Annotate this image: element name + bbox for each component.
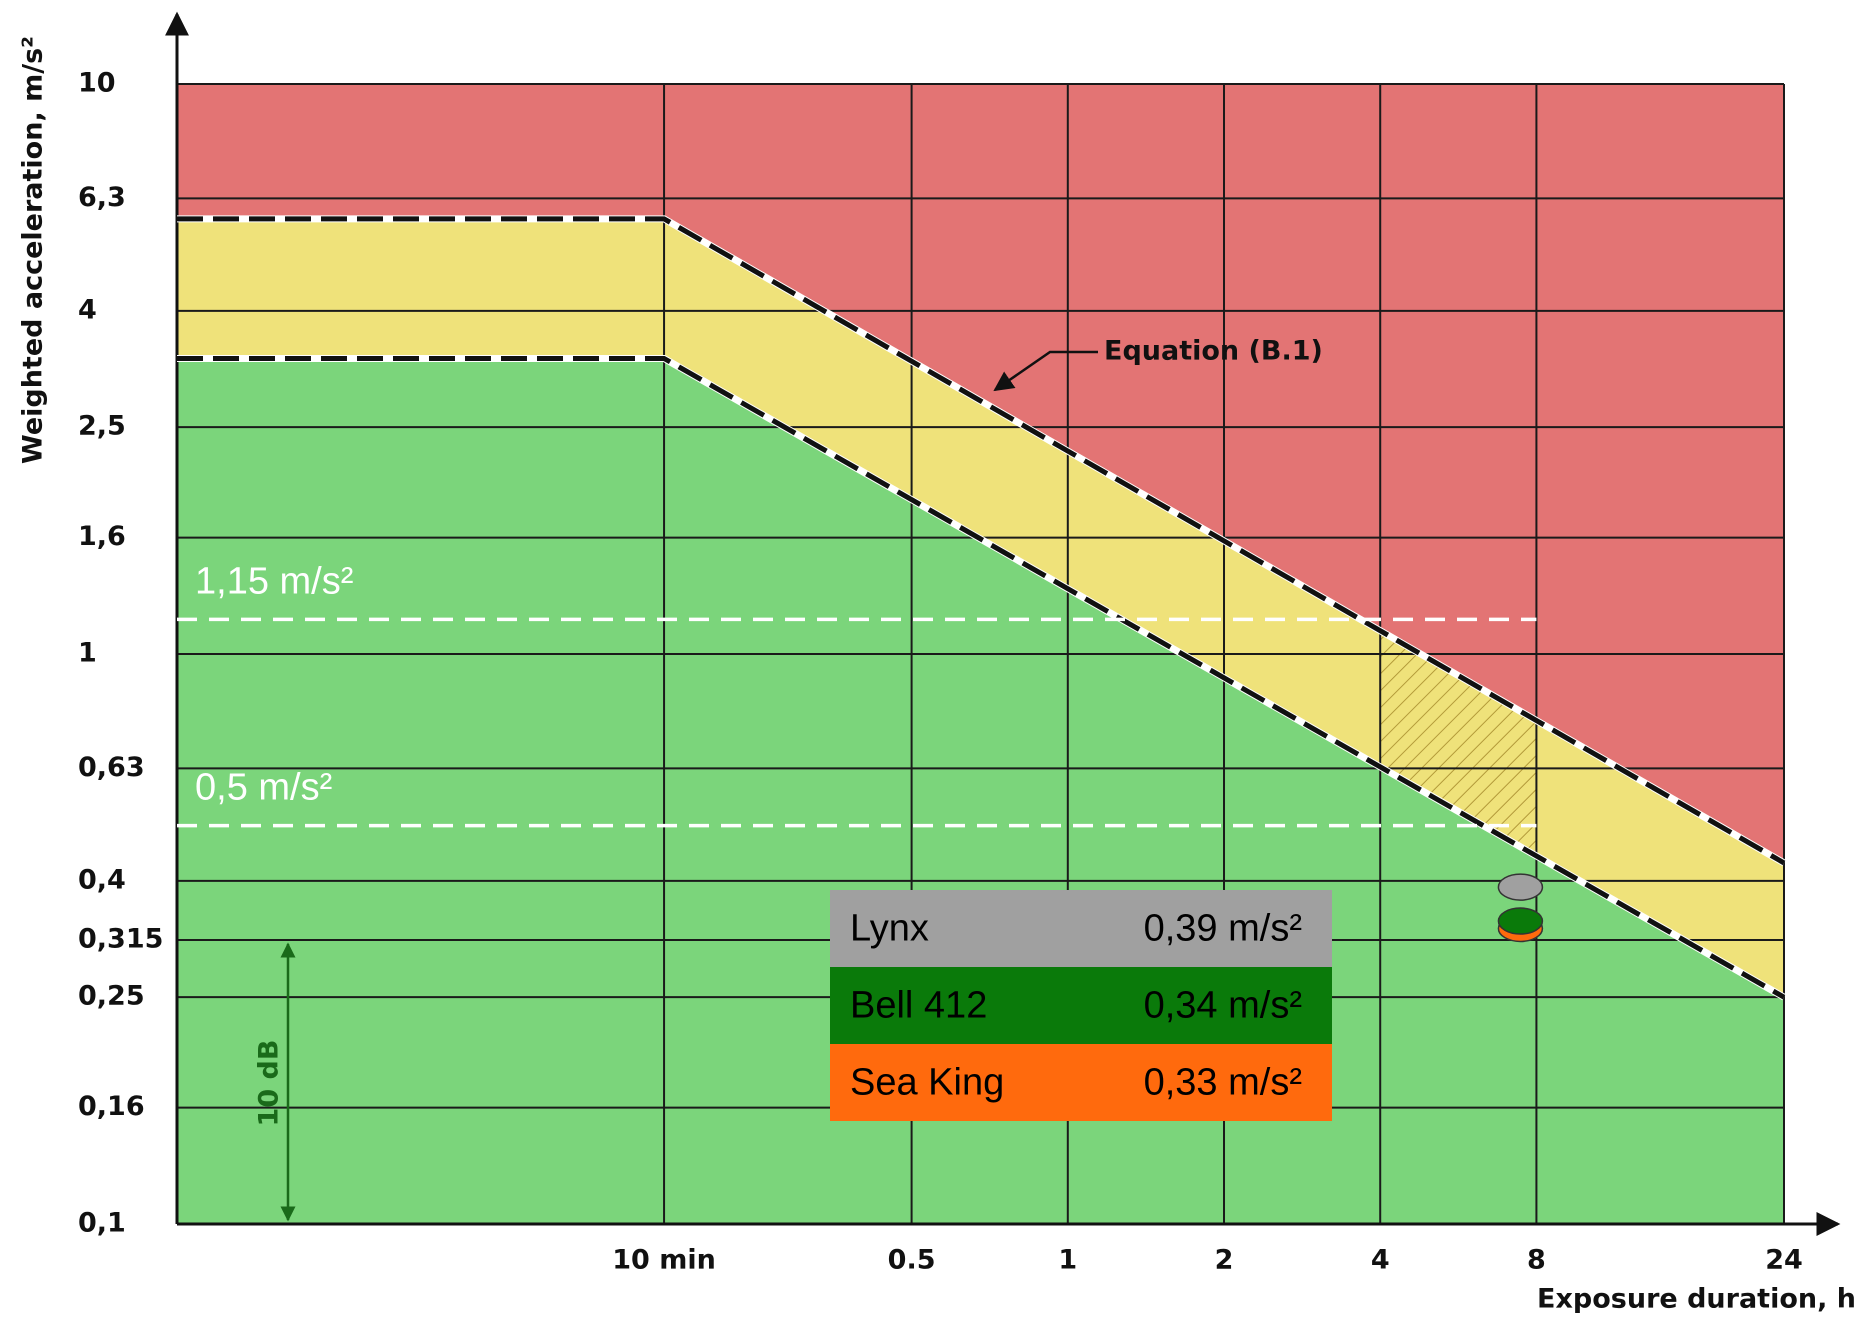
y-tick-label: 1,6 [78,521,126,552]
zone-between [177,218,1784,998]
reference-label: 0,5 m/s² [195,767,332,809]
equation-leader [993,350,1098,392]
hatch [1380,630,1537,856]
x-tick-label: 24 [1765,1245,1803,1276]
x-tick-label: 2 [1215,1245,1234,1276]
x-axis-label: Exposure duration, h [1537,1284,1856,1315]
legend-row [830,967,1332,1044]
y-tick-label: 4 [78,294,97,325]
x-tick-label: 4 [1371,1245,1390,1276]
zone-below [177,358,1784,1225]
legend-name: Bell 412 [850,985,987,1027]
legend-value: 0,39 m/s² [1144,908,1302,950]
y-axis-label: Weighted acceleration, m/s² [18,36,49,464]
y-tick-label: 0,25 [78,981,145,1012]
y-tick-label: 0,63 [78,752,145,783]
zones [177,84,1784,1225]
legend-name: Sea King [850,1062,1004,1104]
y-tick-label: 2,5 [78,411,126,442]
y-tick-label: 1 [78,638,97,669]
reference-label: 1,15 m/s² [195,560,353,602]
y-tick-label: 0,1 [78,1208,126,1239]
legend-value: 0,33 m/s² [1144,1062,1302,1104]
point [1497,907,1544,935]
grid [165,11,1841,1236]
x-tick-label: 0.5 [888,1245,936,1276]
x-tick-label: 1 [1058,1245,1077,1276]
y-tick-label: 0,16 [78,1091,145,1122]
range-label: 10 dB [254,1040,285,1127]
x-tick-label: 8 [1527,1245,1546,1276]
overlay: 1,15 m/s² 0,5 m/s² Equation (B.1) 10 dB Lynx… [177,215,1786,1222]
legend-row [830,890,1332,967]
equation-label: Equation (B.1) [1104,336,1323,367]
legend-name: Lynx [850,908,929,950]
y-tick-label: 0,4 [78,864,126,895]
point [1497,873,1544,901]
y-tick-label: 6,3 [78,182,126,213]
y-tick-label: 0,315 [78,923,163,954]
boundary-line [177,355,1786,1000]
legend-value: 0,34 m/s² [1144,985,1302,1027]
zone-above [177,84,1784,863]
legend-row [830,1044,1332,1121]
x-tick-label: 10 min [612,1245,716,1276]
y-tick-label: 10 [78,68,116,99]
boundary-line [177,216,1786,866]
